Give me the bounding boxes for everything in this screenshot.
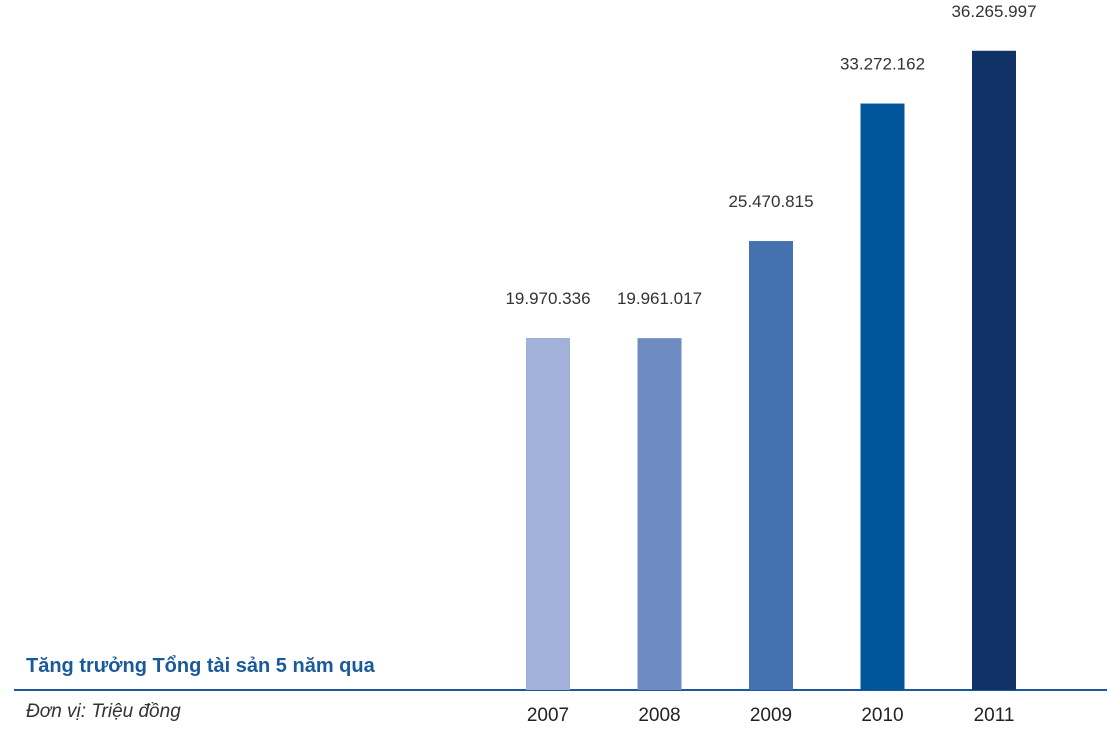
x-tick-label-2008: 2008 (638, 705, 680, 726)
bar-2010 (860, 103, 905, 691)
bar-2009 (749, 241, 793, 690)
bar-2007 (526, 338, 570, 690)
value-label-2011: 36.265.997 (951, 2, 1036, 21)
bar-2008 (637, 338, 682, 690)
x-tick-label-2011: 2011 (974, 705, 1015, 726)
value-label-2008: 19.961.017 (617, 289, 702, 308)
x-tick-label-2007: 2007 (527, 705, 569, 726)
chart-unit-label: Đơn vị: Triệu đồng (26, 701, 181, 722)
bar-2011 (972, 50, 1016, 691)
chart-title: Tăng trưởng Tổng tài sản 5 năm qua (26, 655, 375, 677)
value-label-2007: 19.970.336 (505, 289, 590, 308)
value-label-2010: 33.272.162 (840, 55, 925, 74)
x-tick-label-2010: 2010 (861, 705, 903, 726)
value-label-2009: 25.470.815 (728, 192, 813, 211)
x-tick-label-2009: 2009 (750, 705, 792, 726)
